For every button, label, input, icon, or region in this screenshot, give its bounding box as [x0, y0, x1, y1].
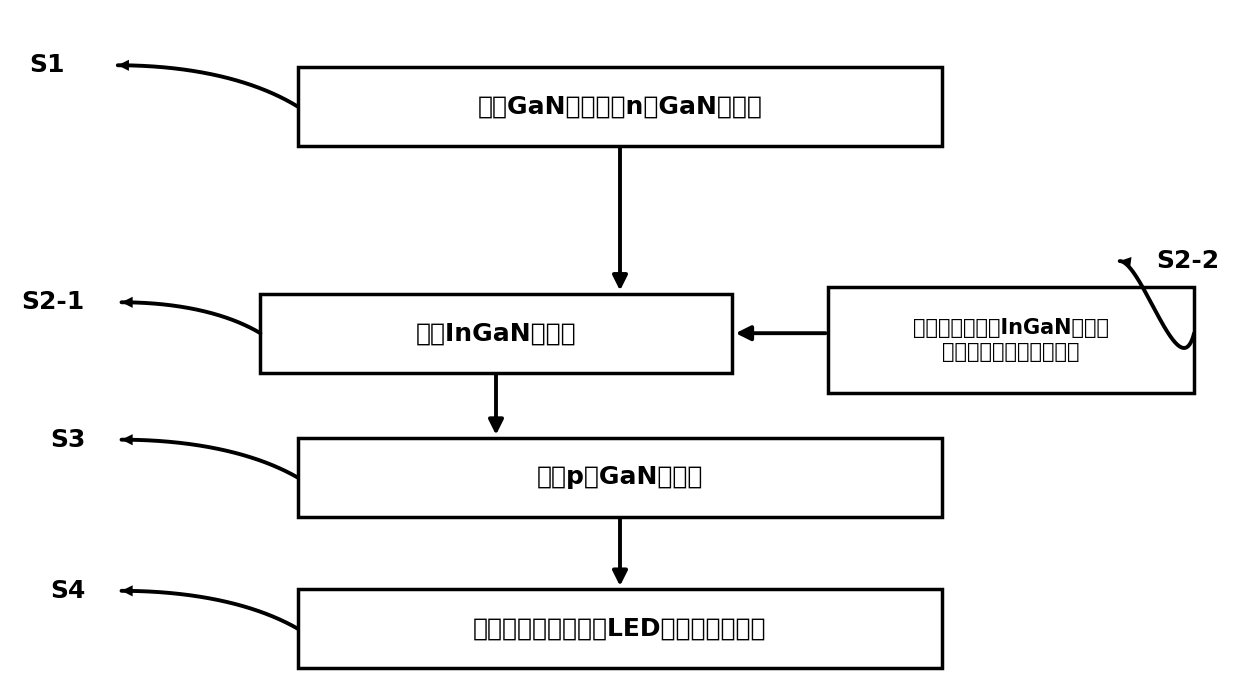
Text: S1: S1: [30, 54, 64, 77]
Text: 生长完毕之后，进行LED芯片制造和封装: 生长完毕之后，进行LED芯片制造和封装: [474, 617, 766, 640]
Text: 通过飞秒激光对InGaN量子阱
层实时进行编码扫描照射: 通过飞秒激光对InGaN量子阱 层实时进行编码扫描照射: [913, 319, 1109, 361]
Text: S4: S4: [51, 579, 86, 602]
FancyBboxPatch shape: [298, 67, 942, 146]
Text: S2-1: S2-1: [21, 291, 86, 314]
Text: 生长InGaN量子阱: 生长InGaN量子阱: [415, 322, 577, 345]
FancyBboxPatch shape: [260, 294, 732, 372]
FancyBboxPatch shape: [298, 589, 942, 668]
Text: 生长p型GaN外延层: 生长p型GaN外延层: [537, 466, 703, 489]
FancyBboxPatch shape: [828, 287, 1193, 393]
FancyBboxPatch shape: [298, 438, 942, 517]
Text: S2-2: S2-2: [1157, 249, 1219, 273]
Text: S3: S3: [51, 428, 86, 451]
Text: 生长GaN缓冲层和n型GaN外延层: 生长GaN缓冲层和n型GaN外延层: [477, 95, 763, 118]
